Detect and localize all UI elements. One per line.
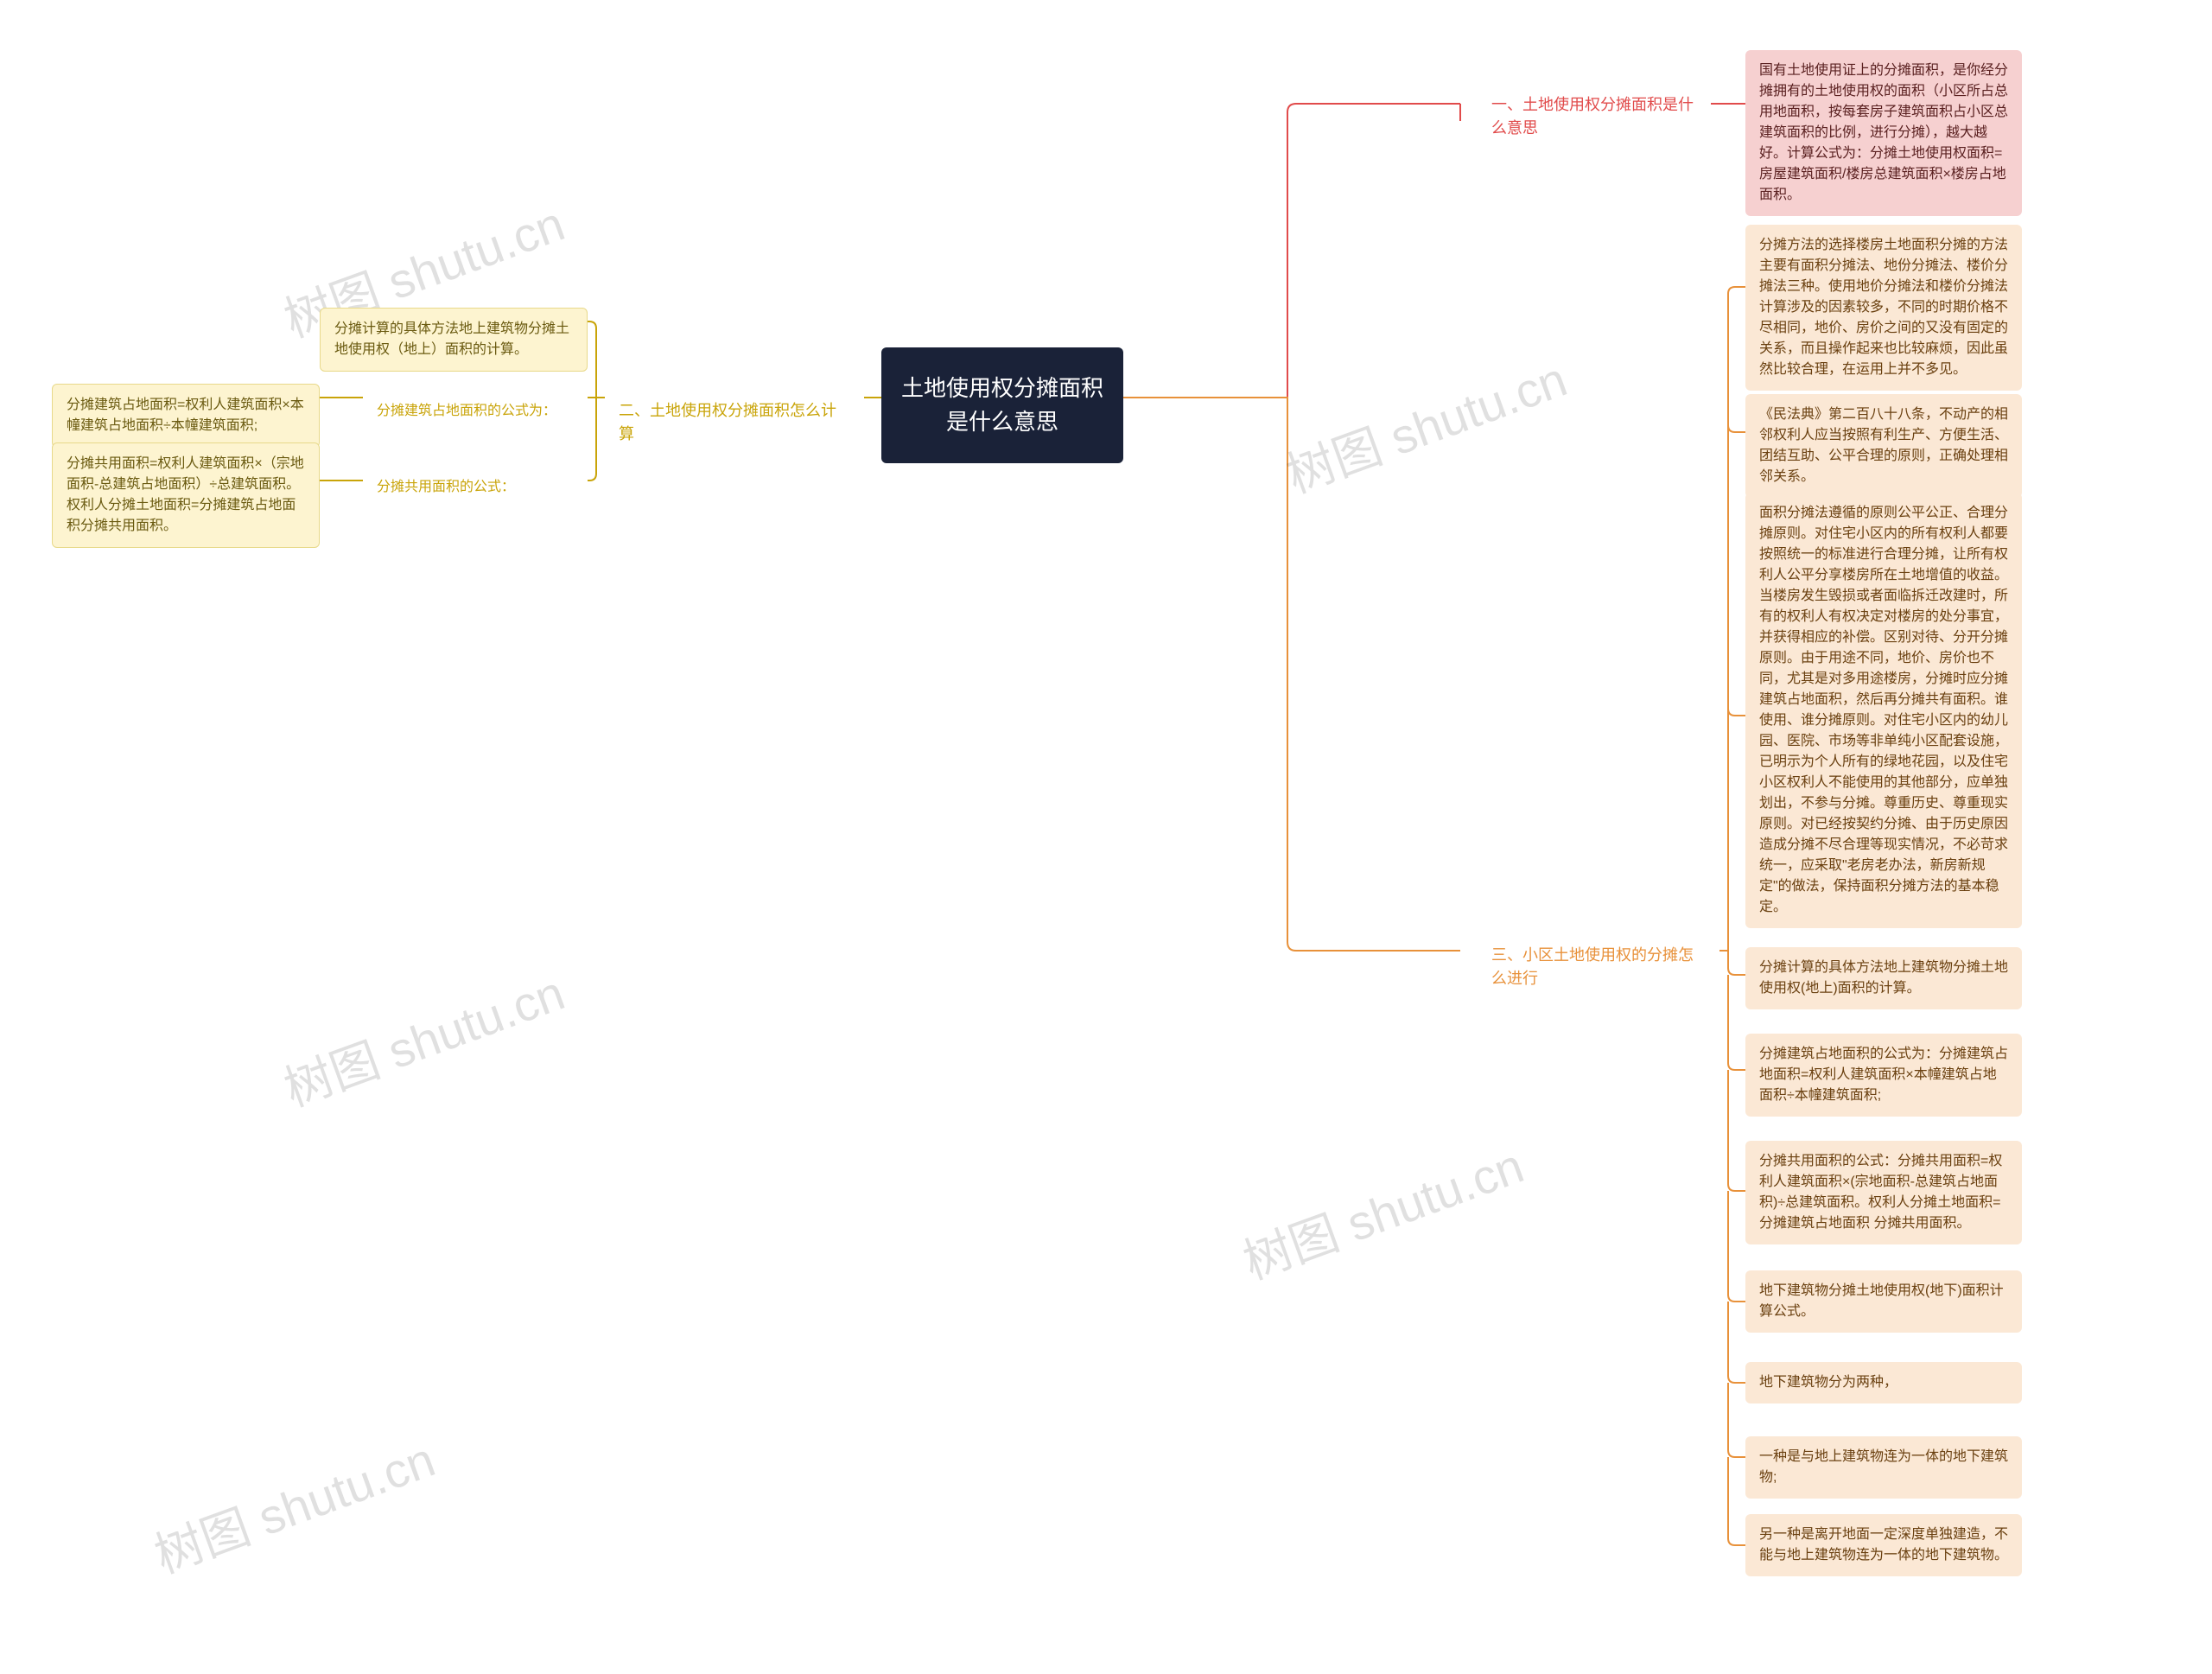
watermark: 树图 shutu.cn: [1232, 1127, 1532, 1293]
branch-2-leaf-3: 分摊共用面积=权利人建筑面积×（宗地面积-总建筑占地面积）÷总建筑面积。权利人分…: [52, 442, 320, 548]
branch-1-label: 一、土地使用权分摊面积是什么意思: [1478, 83, 1711, 150]
branch-2-sub-3-label: 分摊共用面积的公式：: [363, 467, 588, 508]
watermark: 树图 shutu.cn: [143, 1421, 443, 1587]
branch-3-leaf-4: 分摊计算的具体方法地上建筑物分摊土地使用权(地上)面积的计算。: [1745, 947, 2022, 1009]
watermark: 树图 shutu.cn: [273, 954, 573, 1120]
branch-3-leaf-10: 另一种是离开地面一定深度单独建造，不能与地上建筑物连为一体的地下建筑物。: [1745, 1514, 2022, 1576]
branch-3-leaf-1: 分摊方法的选择楼房土地面积分摊的方法主要有面积分摊法、地份分摊法、楼价分摊法三种…: [1745, 225, 2022, 391]
branch-3-leaf-9: 一种是与地上建筑物连为一体的地下建筑物;: [1745, 1436, 2022, 1499]
branch-2-sub-2-label: 分摊建筑占地面积的公式为：: [363, 391, 588, 432]
branch-3-leaf-7: 地下建筑物分摊土地使用权(地下)面积计算公式。: [1745, 1270, 2022, 1333]
branch-1-leaf-1: 国有土地使用证上的分摊面积，是你经分摊拥有的土地使用权的面积（小区所占总用地面积…: [1745, 50, 2022, 216]
branch-3-leaf-5: 分摊建筑占地面积的公式为：分摊建筑占地面积=权利人建筑面积×本幢建筑占地面积÷本…: [1745, 1034, 2022, 1117]
watermark: 树图 shutu.cn: [1275, 341, 1575, 506]
root-node: 土地使用权分摊面积是什么意思: [881, 347, 1123, 463]
branch-3-leaf-6: 分摊共用面积的公式：分摊共用面积=权利人建筑面积×(宗地面积-总建筑占地面积)÷…: [1745, 1141, 2022, 1244]
branch-3-label: 三、小区土地使用权的分摊怎么进行: [1478, 933, 1711, 1001]
branch-3-leaf-2: 《民法典》第二百八十八条，不动产的相邻权利人应当按照有利生产、方便生活、团结互助…: [1745, 394, 2022, 498]
branch-3-leaf-3: 面积分摊法遵循的原则公平公正、合理分摊原则。对住宅小区内的所有权利人都要按照统一…: [1745, 493, 2022, 928]
branch-2-leaf-1: 分摊计算的具体方法地上建筑物分摊土地使用权（地上）面积的计算。: [320, 308, 588, 372]
branch-2-leaf-2: 分摊建筑占地面积=权利人建筑面积×本幢建筑占地面积÷本幢建筑面积;: [52, 384, 320, 448]
branch-3-leaf-8: 地下建筑物分为两种，: [1745, 1362, 2022, 1403]
branch-2-label: 二、土地使用权分摊面积怎么计算: [605, 389, 864, 456]
